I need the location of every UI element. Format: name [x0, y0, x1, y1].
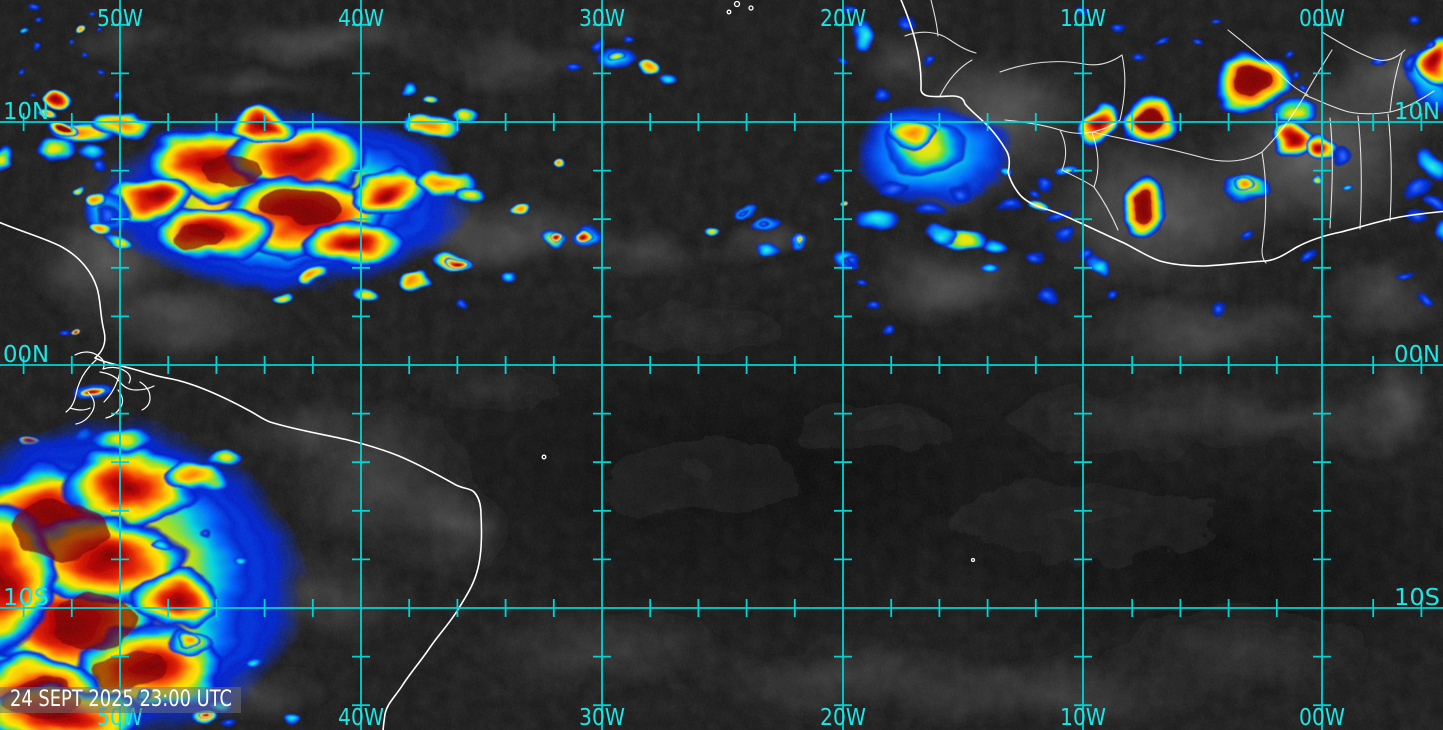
- coastline-segment: [74, 351, 131, 384]
- coastline-segment: [1059, 129, 1095, 188]
- coastline-segment: [1091, 131, 1119, 231]
- coastline-south-america: [0, 221, 483, 730]
- coastline-segment: [939, 59, 973, 97]
- coastline-segment: [99, 371, 155, 391]
- coastline-segment: [748, 5, 754, 11]
- coastline-segment: [970, 557, 976, 563]
- coastline-west-africa: [900, 0, 1443, 267]
- timestamp-group: 24 SEPT 2025 23:00 UTC: [0, 687, 241, 713]
- lon-label-bottom-10W: 10W: [1060, 705, 1106, 730]
- country-borders: [904, 0, 1435, 264]
- amazon-delta-detail: [65, 351, 155, 425]
- lon-label-top-30W: 30W: [579, 6, 625, 32]
- coastline-segment: [733, 0, 741, 8]
- coastline-segment: [726, 9, 732, 15]
- lat-label-left-00N: 00N: [3, 342, 49, 368]
- coastline-segment: [999, 54, 1123, 73]
- coastline-segment: [1321, 31, 1406, 61]
- coastline-segment: [1091, 131, 1263, 162]
- lat-label-left-10S: 10S: [3, 585, 49, 611]
- lat-label-right-10S: 10S: [1394, 585, 1440, 611]
- lon-label-bottom-00W: 00W: [1299, 705, 1345, 730]
- coastline-segment: [1004, 119, 1121, 134]
- coastline-segment: [75, 391, 95, 425]
- lat-label-right-10N: 10N: [1394, 99, 1440, 125]
- coastline-segment: [1387, 113, 1392, 222]
- lon-label-top-40W: 40W: [338, 6, 384, 32]
- lon-label-top-00W: 00W: [1299, 6, 1345, 32]
- coastline-segment: [1119, 54, 1126, 121]
- coastline-segment: [65, 359, 97, 413]
- coastline-segment: [1389, 52, 1403, 113]
- coastline-segment: [1357, 115, 1362, 230]
- coastline-segment: [1227, 29, 1309, 96]
- lon-label-bottom-20W: 20W: [820, 705, 866, 730]
- lon-label-top-50W: 50W: [97, 6, 143, 32]
- coastline-segment: [69, 407, 91, 411]
- lat-label-left-10N: 10N: [3, 99, 49, 125]
- coastline-segment: [904, 31, 977, 54]
- lon-label-bottom-40W: 40W: [338, 705, 384, 730]
- lon-label-bottom-30W: 30W: [579, 705, 625, 730]
- coastline-segment: [930, 0, 939, 37]
- coastline-segment: [1261, 151, 1267, 264]
- coastline-segment: [541, 454, 547, 460]
- coastline-segment: [1329, 117, 1333, 229]
- island-outlines: [541, 0, 976, 563]
- lon-label-top-20W: 20W: [820, 6, 866, 32]
- coastline-segment: [139, 381, 151, 411]
- lat-label-right-00N: 00N: [1394, 342, 1440, 368]
- coastline-segment: [1304, 90, 1435, 115]
- timestamp-bar: [0, 687, 241, 713]
- lon-label-top-10W: 10W: [1060, 6, 1106, 32]
- timestamp-text: 24 SEPT 2025 23:00 UTC: [10, 687, 232, 712]
